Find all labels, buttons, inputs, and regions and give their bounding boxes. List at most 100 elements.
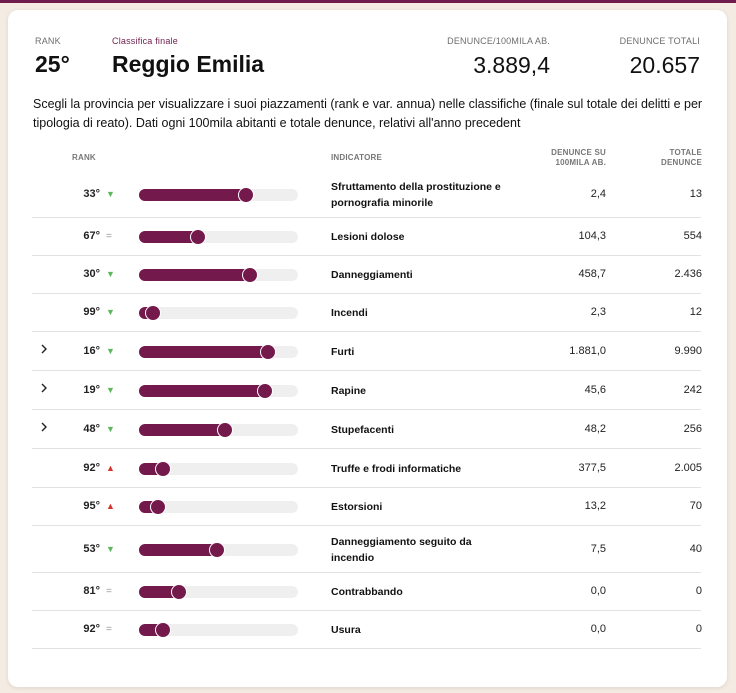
equals-icon: = <box>106 624 112 635</box>
rank-bar-handle <box>155 461 171 477</box>
total-cell: 2.005 <box>674 462 702 474</box>
per100k-cell: 45,6 <box>584 384 606 396</box>
province-card: RANK 25° Classifica finale Reggio Emilia… <box>8 10 727 687</box>
rank-bar <box>139 267 298 283</box>
table-row: 95° ▲ Estorsioni 13,2 70 <box>8 488 727 526</box>
table-row: 33° ▼ Sfruttamento della prostituzione e p… <box>8 171 727 218</box>
rank-bar-handle <box>260 344 276 360</box>
total-cell: 70 <box>689 500 702 512</box>
chevron-right-icon[interactable] <box>40 383 48 396</box>
rank-bar-fill <box>139 544 217 556</box>
chevron-right-icon[interactable] <box>40 344 48 357</box>
per100k-label: DENUNCE/100MILA AB. <box>447 36 550 46</box>
triangle-down-icon: ▼ <box>106 269 115 279</box>
rank-bar <box>139 305 298 321</box>
indicator-name: Danneggiamento seguito da incendio <box>331 536 472 564</box>
rank-bar <box>139 187 298 203</box>
triangle-up-icon: ▲ <box>106 463 115 473</box>
table-row: 30° ▼ Danneggiamenti 458,7 2.436 <box>8 256 727 294</box>
indicator-name: Furti <box>331 346 355 358</box>
table-row: 99° ▼ Incendi 2,3 12 <box>8 294 727 332</box>
rank-label: RANK <box>35 36 61 46</box>
total-cell: 9.990 <box>674 345 702 357</box>
indicator-name: Sfruttamento della prostituzione e porno… <box>331 181 501 209</box>
row-divider <box>32 409 701 410</box>
indicator-name: Estorsioni <box>331 501 383 513</box>
triangle-down-icon: ▼ <box>106 424 115 434</box>
final-rank-value: 25° <box>35 51 70 77</box>
per100k-value: 3.889,4 <box>473 52 550 78</box>
indicator-name: Contrabbando <box>331 586 403 598</box>
per100k-cell: 2,3 <box>590 306 606 318</box>
row-divider <box>32 370 701 371</box>
row-rank: 95° <box>83 500 100 512</box>
table-row[interactable]: 16° ▼ Furti 1.881,0 9.990 <box>8 332 727 371</box>
total-cell: 13 <box>689 188 702 200</box>
triangle-down-icon: ▼ <box>106 189 115 199</box>
rank-bar-handle <box>209 542 225 558</box>
rank-bar-handle <box>145 305 161 321</box>
table-row: 92° = Usura 0,0 0 <box>8 611 727 649</box>
row-rank: 19° <box>83 384 100 396</box>
rank-bar-handle <box>217 422 233 438</box>
equals-icon: = <box>106 586 112 597</box>
column-header-total: TOTALE DENUNCE <box>661 148 702 167</box>
row-rank: 33° <box>83 188 100 200</box>
rank-bar <box>139 499 298 515</box>
rank-bar <box>139 422 298 438</box>
row-divider <box>32 572 701 573</box>
chevron-right-icon[interactable] <box>40 422 48 435</box>
table-row[interactable]: 48° ▼ Stupefacenti 48,2 256 <box>8 410 727 449</box>
row-divider <box>32 525 701 526</box>
row-rank: 99° <box>83 306 100 318</box>
rank-bar-fill <box>139 189 246 201</box>
column-header-rank: RANK <box>72 153 96 162</box>
triangle-up-icon: ▲ <box>106 501 115 511</box>
top-accent-bar <box>0 0 736 3</box>
rank-bar-handle <box>150 499 166 515</box>
per100k-cell: 7,5 <box>590 543 606 555</box>
rank-bar-fill <box>139 269 250 281</box>
rank-bar <box>139 383 298 399</box>
rank-bar <box>139 461 298 477</box>
row-rank: 92° <box>83 623 100 635</box>
row-divider <box>32 331 701 332</box>
per100k-cell: 2,4 <box>590 188 606 200</box>
rank-bar-fill <box>139 346 268 358</box>
row-rank: 16° <box>83 345 100 357</box>
row-rank: 48° <box>83 423 100 435</box>
rank-bar-handle <box>242 267 258 283</box>
per100k-cell: 0,0 <box>590 623 606 635</box>
triangle-down-icon: ▼ <box>106 346 115 356</box>
per100k-cell: 13,2 <box>584 500 606 512</box>
rank-bar-handle <box>190 229 206 245</box>
row-divider <box>32 255 701 256</box>
indicator-name: Danneggiamenti <box>331 269 413 281</box>
rank-bar-fill <box>139 385 265 397</box>
per100k-cell: 48,2 <box>584 423 606 435</box>
triangle-down-icon: ▼ <box>106 385 115 395</box>
rank-bar-handle <box>238 187 254 203</box>
table-row: 67° = Lesioni dolose 104,3 554 <box>8 218 727 256</box>
total-cell: 40 <box>689 543 702 555</box>
row-divider <box>32 610 701 611</box>
row-rank: 53° <box>83 543 100 555</box>
row-divider <box>32 648 701 649</box>
indicator-name: Usura <box>331 624 361 636</box>
total-cell: 12 <box>689 306 702 318</box>
per100k-cell: 1.881,0 <box>569 345 606 357</box>
indicator-name: Stupefacenti <box>331 424 395 436</box>
rank-bar-fill <box>139 586 179 598</box>
row-divider <box>32 487 701 488</box>
rank-bar-handle <box>155 622 171 638</box>
rank-bar <box>139 229 298 245</box>
table-row[interactable]: 19° ▼ Rapine 45,6 242 <box>8 371 727 410</box>
total-cell: 2.436 <box>674 268 702 280</box>
indicator-name: Incendi <box>331 307 368 319</box>
row-rank: 30° <box>83 268 100 280</box>
province-name[interactable]: Reggio Emilia <box>112 51 265 77</box>
total-cell: 554 <box>683 230 702 242</box>
column-header-indicator: INDICATORE <box>331 153 383 162</box>
rank-bar <box>139 344 298 360</box>
total-cell: 256 <box>683 423 702 435</box>
